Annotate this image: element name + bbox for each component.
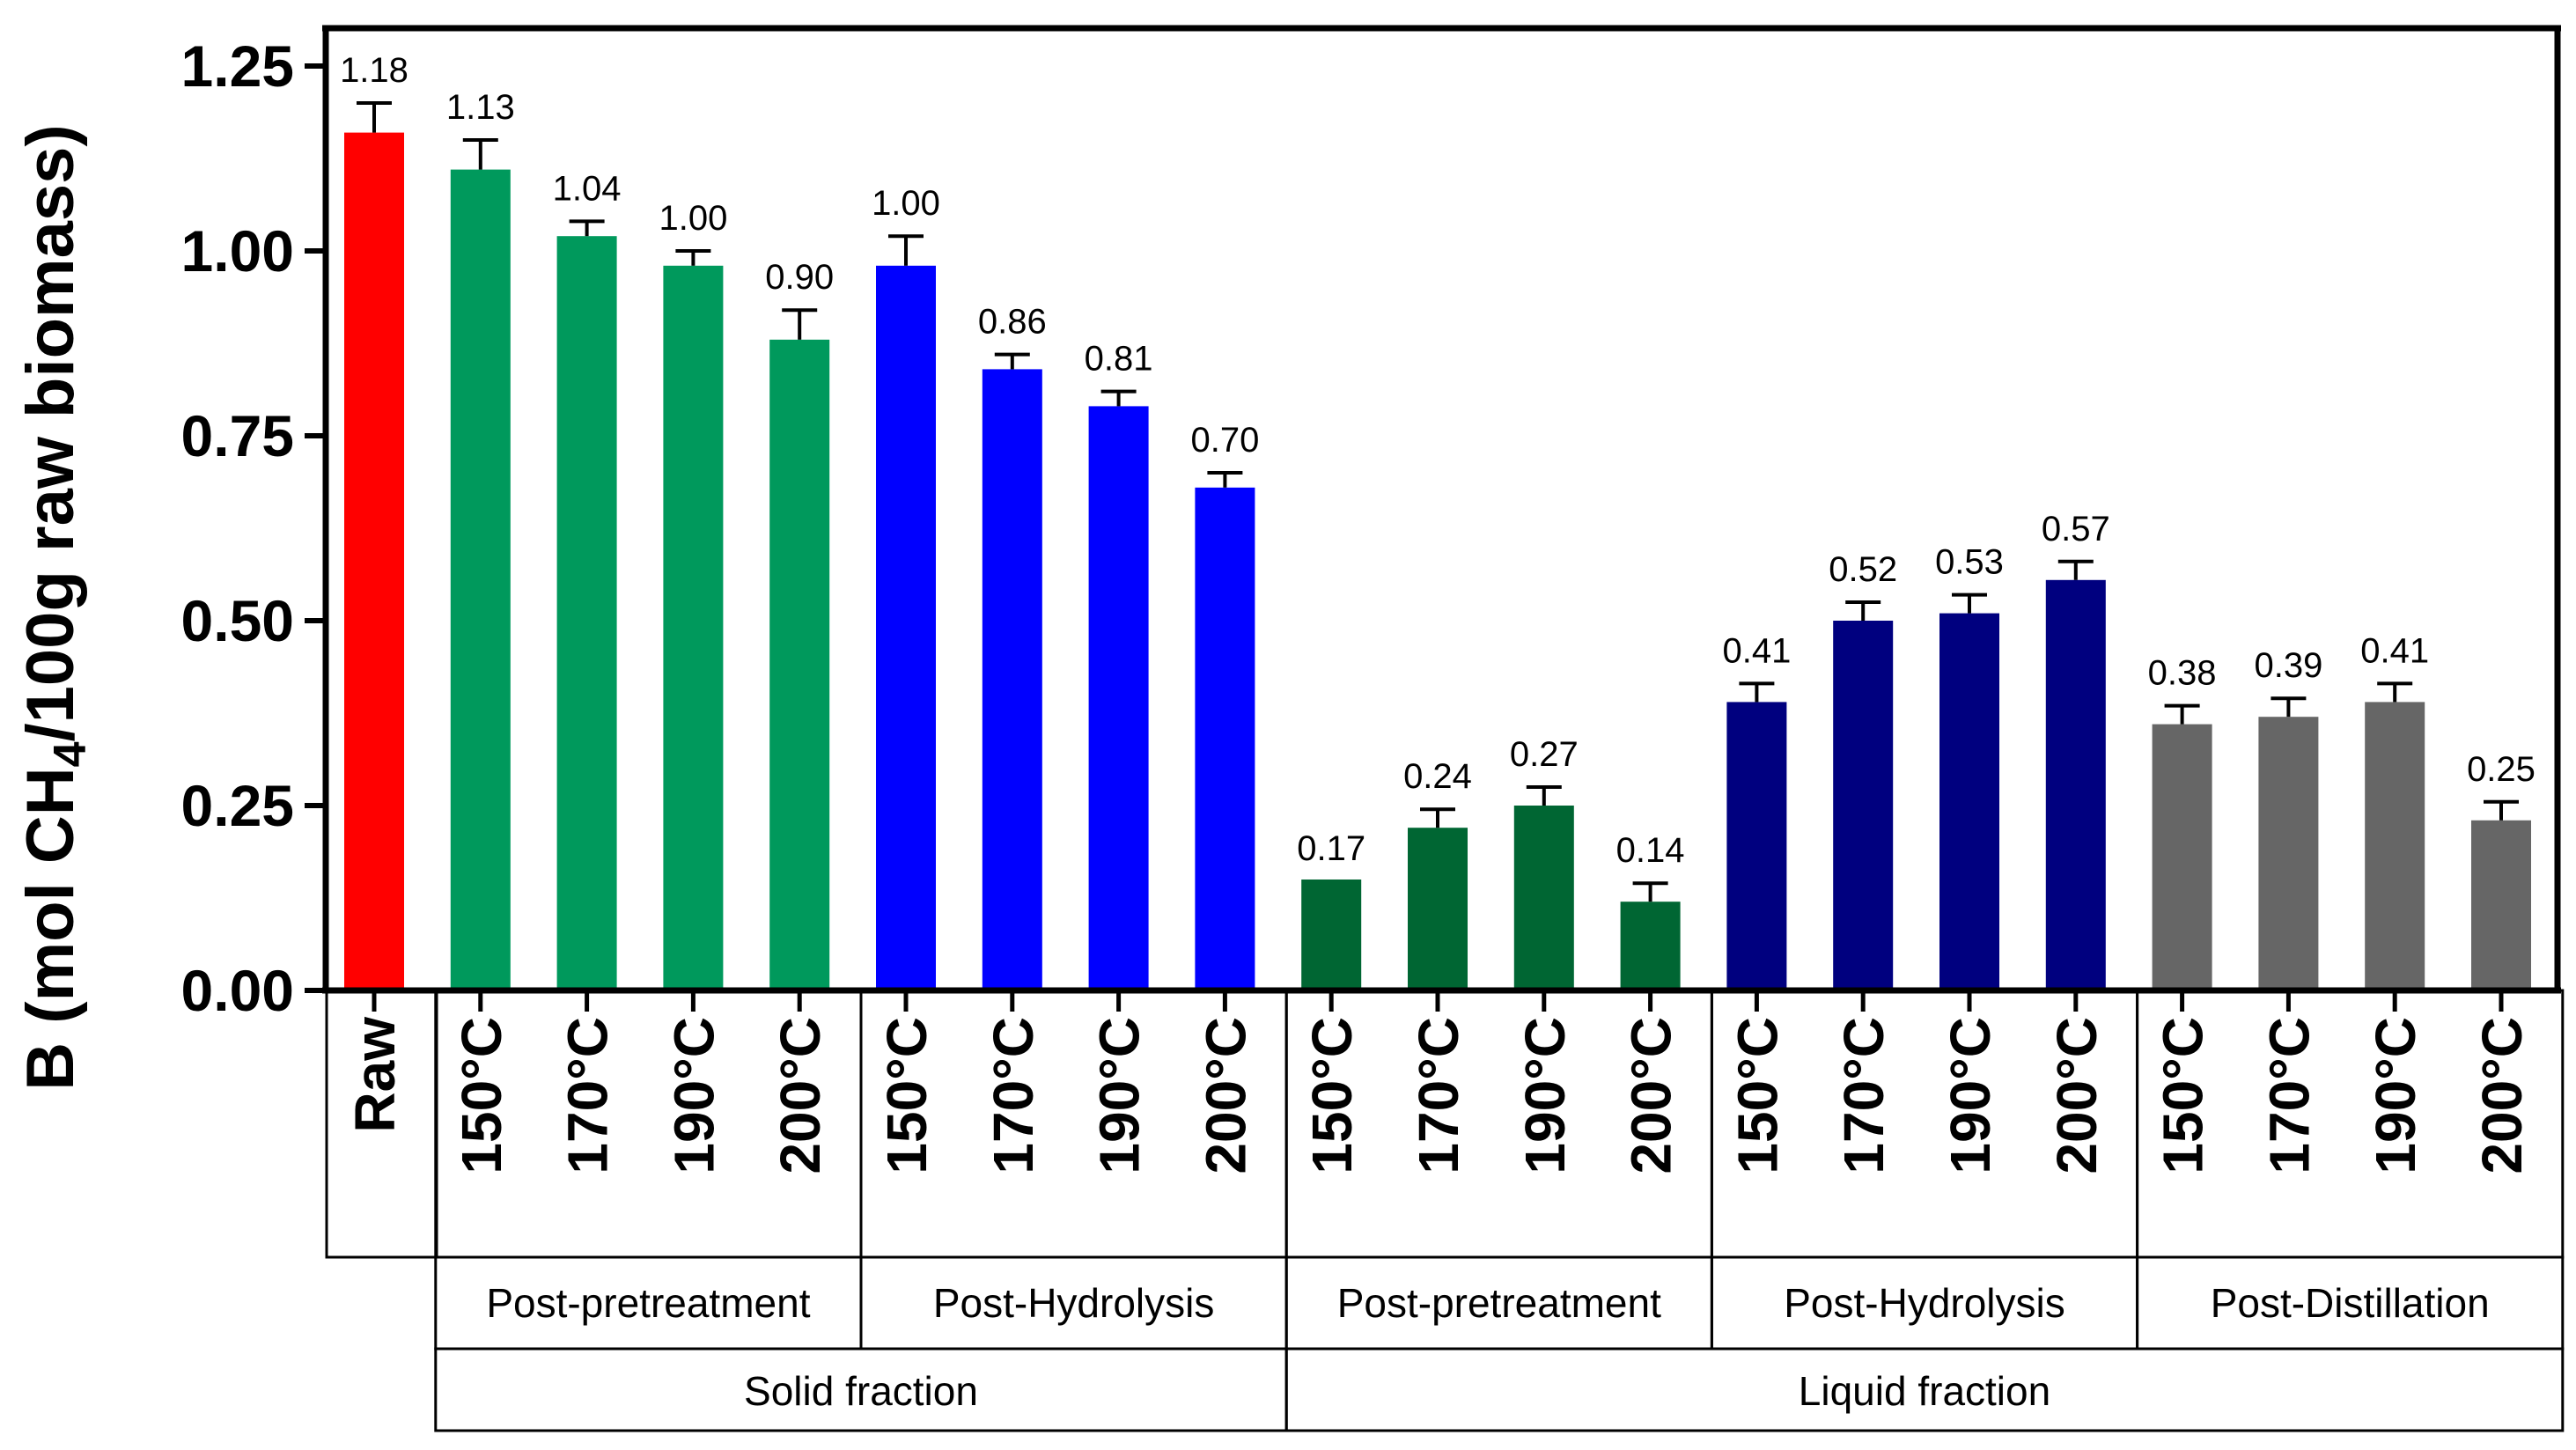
bar — [876, 265, 936, 990]
subgroup-label: Post-pretreatment — [1337, 1280, 1661, 1326]
bar — [982, 369, 1042, 990]
bar — [1726, 702, 1787, 990]
category-label: 170°C — [2257, 1017, 2321, 1174]
category-label: Raw — [343, 1017, 407, 1133]
y-axis-label: B (mol CH4/100g raw biomass) — [13, 124, 96, 1090]
bar — [663, 265, 724, 990]
category-label: 170°C — [1407, 1017, 1470, 1174]
data-label: 1.04 — [553, 169, 622, 208]
y-tick-label: 0.50 — [181, 588, 294, 653]
bar — [556, 236, 617, 990]
category-label: 200°C — [769, 1017, 832, 1174]
data-label: 0.57 — [2042, 510, 2110, 548]
subgroup-label: Post-Distillation — [2211, 1280, 2490, 1326]
data-label: 1.13 — [446, 88, 515, 127]
category-label: 150°C — [450, 1017, 513, 1174]
data-label: 0.81 — [1085, 340, 1153, 379]
data-label: 0.39 — [2254, 646, 2322, 685]
category-label: 190°C — [662, 1017, 725, 1174]
group-label: Liquid fraction — [1799, 1368, 2050, 1414]
bar — [2365, 702, 2425, 990]
data-label: 0.17 — [1297, 829, 1365, 868]
category-label: 150°C — [1300, 1017, 1364, 1174]
data-label: 0.41 — [2360, 631, 2429, 670]
y-tick-label: 0.00 — [181, 958, 294, 1023]
category-label: 150°C — [1726, 1017, 1789, 1174]
bar — [769, 339, 830, 990]
category-label: 200°C — [2470, 1017, 2534, 1174]
bar — [1939, 613, 1999, 990]
y-tick-label: 0.25 — [181, 773, 294, 838]
bar — [344, 132, 404, 991]
bar — [450, 169, 511, 991]
data-label: 0.14 — [1616, 831, 1685, 870]
data-label: 0.52 — [1829, 550, 1897, 589]
bar — [1195, 487, 1255, 990]
category-label: 200°C — [2045, 1017, 2109, 1174]
category-label: 170°C — [982, 1017, 1045, 1174]
y-tick-label: 0.75 — [181, 403, 294, 468]
data-label: 0.27 — [1510, 735, 1579, 774]
bar — [1620, 902, 1681, 990]
y-tick-label: 1.00 — [181, 218, 294, 283]
data-label: 0.70 — [1190, 421, 1259, 460]
bar — [1301, 880, 1362, 990]
bar — [1513, 806, 1574, 990]
data-label: 0.38 — [2148, 654, 2217, 693]
data-label: 0.86 — [978, 303, 1047, 342]
data-label: 0.90 — [765, 258, 834, 297]
bar — [2258, 717, 2319, 990]
subgroup-label: Post-pretreatment — [486, 1280, 810, 1326]
y-tick-label: 1.25 — [181, 33, 294, 99]
category-label: 170°C — [1832, 1017, 1895, 1174]
category-label: 150°C — [2152, 1017, 2215, 1174]
bar — [2471, 820, 2531, 990]
category-label: 190°C — [1513, 1017, 1577, 1174]
data-label: 1.00 — [872, 184, 940, 223]
bar — [1833, 621, 1894, 990]
data-label: 0.24 — [1403, 757, 1472, 796]
subgroup-label: Post-Hydrolysis — [933, 1280, 1215, 1326]
group-cell — [1284, 1347, 2565, 1432]
data-label: 1.00 — [659, 199, 727, 238]
bar — [1408, 828, 1468, 990]
category-label: 200°C — [1194, 1017, 1257, 1174]
category-label: 170°C — [556, 1017, 620, 1174]
data-label: 0.53 — [1935, 543, 2004, 582]
data-label: 0.25 — [2467, 750, 2536, 789]
data-label: 1.18 — [340, 51, 408, 90]
category-label: 190°C — [1939, 1017, 2002, 1174]
bar — [2152, 724, 2212, 990]
bar — [2045, 579, 2106, 990]
category-label: 150°C — [875, 1017, 938, 1174]
subgroup-label: Post-Hydrolysis — [1784, 1280, 2065, 1326]
group-label: Solid fraction — [744, 1368, 978, 1414]
data-label: 0.41 — [1722, 631, 1791, 670]
category-label: 190°C — [2364, 1017, 2427, 1174]
bar — [1088, 406, 1149, 990]
category-label: 200°C — [1620, 1017, 1683, 1174]
category-label: 190°C — [1088, 1017, 1152, 1174]
